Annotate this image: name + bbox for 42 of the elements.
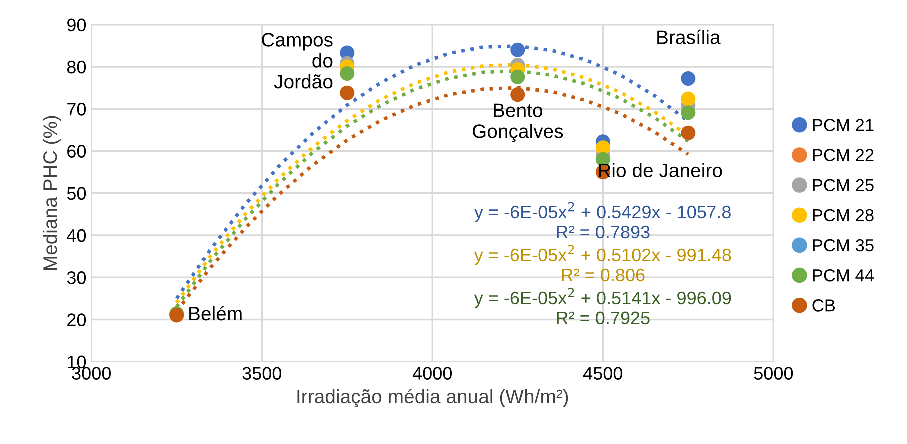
legend-label: PCM 28	[813, 209, 874, 222]
annotation: y = -6E-05x$^{2}$ + 0.5141x - 996.09	[474, 288, 732, 308]
annotation: Brasília	[658, 30, 721, 44]
point	[510, 88, 526, 102]
y-tick-label: 50	[67, 187, 86, 200]
annotation: Bento Gonçalves	[472, 104, 564, 142]
legend-label: CB	[812, 300, 836, 312]
legend-label: PCM 21	[813, 119, 874, 132]
x-axis-title: Irradiação média anual (Wh/m²)	[298, 389, 568, 408]
x-tick-label: 4000	[412, 367, 452, 380]
point	[510, 70, 526, 84]
x-tick-label: 3500	[242, 367, 282, 380]
annotation: y = -6E-05x$^{2}$ + 0.5102x - 991.48	[474, 245, 732, 266]
point	[681, 126, 696, 140]
annotation: Campos do Jordão	[262, 33, 333, 89]
annotation: R² = 0.806	[562, 268, 645, 282]
annotation: R² = 0.7925	[557, 312, 650, 325]
x-tick-label: 5000	[754, 367, 794, 380]
legend-label: PCM 22	[813, 149, 874, 162]
y-tick-label: 10	[68, 356, 86, 369]
legend-label: PCM 44	[813, 269, 874, 282]
x-tick-label: 3000	[72, 367, 111, 380]
y-tick-label: 40	[67, 229, 86, 242]
y-tick-label: 30	[67, 272, 86, 284]
point	[510, 42, 526, 58]
point	[681, 72, 696, 86]
y-tick-label: 80	[67, 60, 86, 74]
y-tick-label: 20	[68, 314, 86, 326]
legend-label: PCM 25	[813, 179, 874, 192]
annotation: y = -6E-05x$^{2}$ + 0.5429x - 1057.8	[474, 202, 731, 222]
point	[681, 92, 696, 106]
annotation: Belém	[190, 306, 242, 321]
y-tick-label: 60	[68, 145, 86, 158]
y-tick-label: 70	[68, 103, 86, 116]
point	[340, 66, 355, 82]
annotation: R² = 0.7893	[557, 226, 650, 239]
y-tick-label: 90	[68, 18, 86, 32]
point	[340, 86, 355, 100]
legend-label: PCM 35	[813, 239, 874, 252]
x-tick-label: 4500	[583, 367, 623, 380]
point	[681, 106, 696, 120]
y-axis-title: Mediana PHC (%)	[42, 116, 62, 270]
